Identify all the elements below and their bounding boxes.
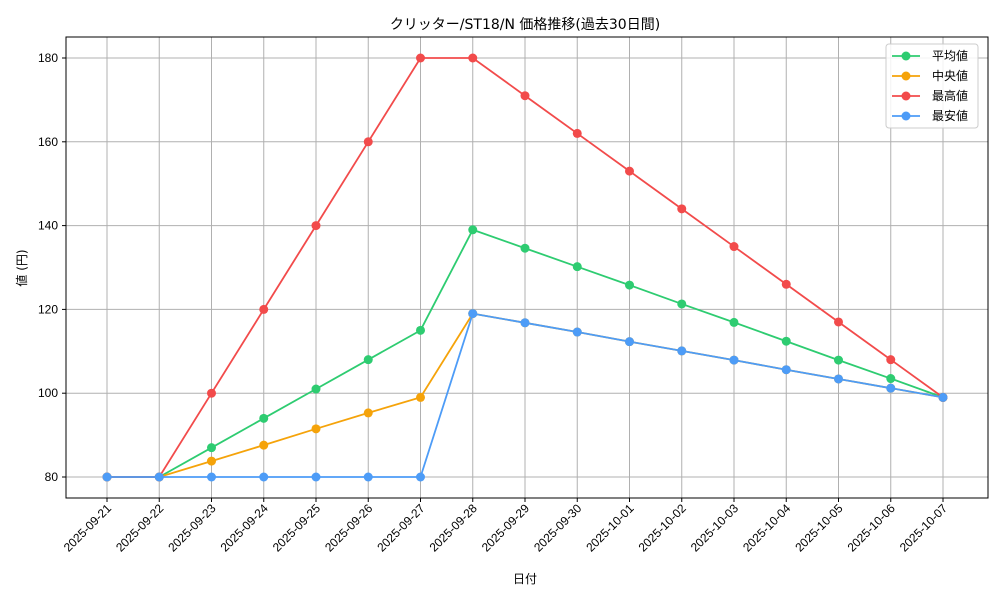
x-tick-label: 2025-10-02 xyxy=(636,501,690,555)
x-tick-label: 2025-10-04 xyxy=(740,501,794,555)
data-point-marker xyxy=(311,472,321,482)
data-point-marker xyxy=(259,440,269,450)
data-point-marker xyxy=(834,374,843,384)
data-point-marker xyxy=(886,355,896,365)
series-line xyxy=(102,309,948,482)
x-tick-label: 2025-09-25 xyxy=(270,501,324,555)
data-point-marker xyxy=(625,337,634,347)
x-tick-label: 2025-09-22 xyxy=(113,501,167,555)
legend-item: 最高値 xyxy=(892,88,968,103)
data-point-marker xyxy=(834,355,843,365)
data-point-marker xyxy=(468,225,478,235)
data-point-marker xyxy=(572,327,582,337)
x-tick-label: 2025-09-30 xyxy=(531,501,585,555)
y-tick-label: 120 xyxy=(38,302,58,316)
grid-lines xyxy=(66,37,988,498)
data-point-marker xyxy=(259,472,269,482)
x-tick-label: 2025-09-21 xyxy=(61,501,115,555)
legend-item: 最安値 xyxy=(892,108,968,123)
data-point-marker xyxy=(207,472,216,482)
data-point-marker xyxy=(677,299,687,309)
data-point-marker xyxy=(363,408,373,418)
data-point-marker xyxy=(781,279,791,289)
data-point-marker xyxy=(207,443,216,453)
data-point-marker xyxy=(520,91,530,101)
x-tick-label: 2025-10-05 xyxy=(792,501,846,555)
x-tick-label: 2025-10-07 xyxy=(897,501,951,555)
data-point-marker xyxy=(886,374,896,384)
data-point-marker xyxy=(102,472,112,482)
data-point-marker xyxy=(729,355,739,365)
y-tick-label: 80 xyxy=(45,470,59,484)
data-point-marker xyxy=(416,325,425,335)
data-point-marker xyxy=(468,53,478,63)
legend-marker-icon xyxy=(901,71,911,81)
data-point-marker xyxy=(572,128,582,138)
legend-label: 最安値 xyxy=(932,108,968,123)
x-tick-label: 2025-10-06 xyxy=(845,501,899,555)
legend-label: 中央値 xyxy=(932,68,968,83)
legend-label: 最高値 xyxy=(932,88,968,103)
x-tick-label: 2025-09-26 xyxy=(322,501,376,555)
chart-title: クリッター/ST18/N 価格推移(過去30日間) xyxy=(390,17,660,33)
x-tick-label: 2025-10-01 xyxy=(583,501,637,555)
data-point-marker xyxy=(520,243,530,253)
data-series xyxy=(102,53,948,482)
legend-marker-icon xyxy=(901,91,911,101)
data-point-marker xyxy=(363,137,373,147)
x-tick-label: 2025-10-03 xyxy=(688,501,742,555)
data-point-marker xyxy=(625,166,634,176)
data-point-marker xyxy=(416,472,425,482)
data-point-marker xyxy=(520,318,530,328)
y-tick-label: 140 xyxy=(38,219,58,233)
data-point-marker xyxy=(207,388,216,398)
legend-item: 中央値 xyxy=(892,68,968,83)
data-point-marker xyxy=(259,304,269,314)
data-point-marker xyxy=(572,262,582,272)
data-point-marker xyxy=(207,456,216,466)
x-tick-label: 2025-09-24 xyxy=(218,501,272,555)
y-axis-ticks: 80 100 120 140 160 180 xyxy=(38,51,66,484)
legend-marker-icon xyxy=(901,111,911,121)
legend-item: 平均値 xyxy=(892,48,968,63)
legend-box xyxy=(885,43,979,129)
legend-label: 平均値 xyxy=(932,48,968,63)
data-point-marker xyxy=(677,346,687,356)
plot-area-frame xyxy=(65,36,989,499)
data-point-marker xyxy=(781,336,791,346)
y-tick-label: 160 xyxy=(38,135,58,149)
data-point-marker xyxy=(416,53,425,63)
data-point-marker xyxy=(886,383,896,393)
x-tick-label: 2025-09-27 xyxy=(374,501,428,555)
data-point-marker xyxy=(938,392,948,402)
x-tick-label: 2025-09-29 xyxy=(479,501,533,555)
x-axis-label: 日付 xyxy=(513,572,537,586)
data-point-marker xyxy=(781,365,791,375)
data-point-marker xyxy=(834,317,843,327)
data-point-marker xyxy=(363,355,373,365)
data-point-marker xyxy=(468,309,478,319)
y-tick-label: 180 xyxy=(38,51,58,65)
data-point-marker xyxy=(625,280,634,290)
x-axis-ticks: 2025-09-212025-09-222025-09-232025-09-24… xyxy=(61,498,951,555)
y-tick-label: 100 xyxy=(38,386,58,400)
x-tick-label: 2025-09-28 xyxy=(427,501,481,555)
data-point-marker xyxy=(311,424,321,434)
data-point-marker xyxy=(259,413,269,423)
y-axis-label: 値 (円) xyxy=(14,249,29,286)
x-tick-label: 2025-09-23 xyxy=(165,501,219,555)
data-point-marker xyxy=(416,392,425,402)
data-point-marker xyxy=(154,472,164,482)
data-point-marker xyxy=(311,221,321,231)
legend-marker-icon xyxy=(901,51,911,61)
data-point-marker xyxy=(311,384,321,394)
data-point-marker xyxy=(677,204,687,214)
data-point-marker xyxy=(729,317,739,327)
data-point-marker xyxy=(363,472,373,482)
data-point-marker xyxy=(729,242,739,252)
